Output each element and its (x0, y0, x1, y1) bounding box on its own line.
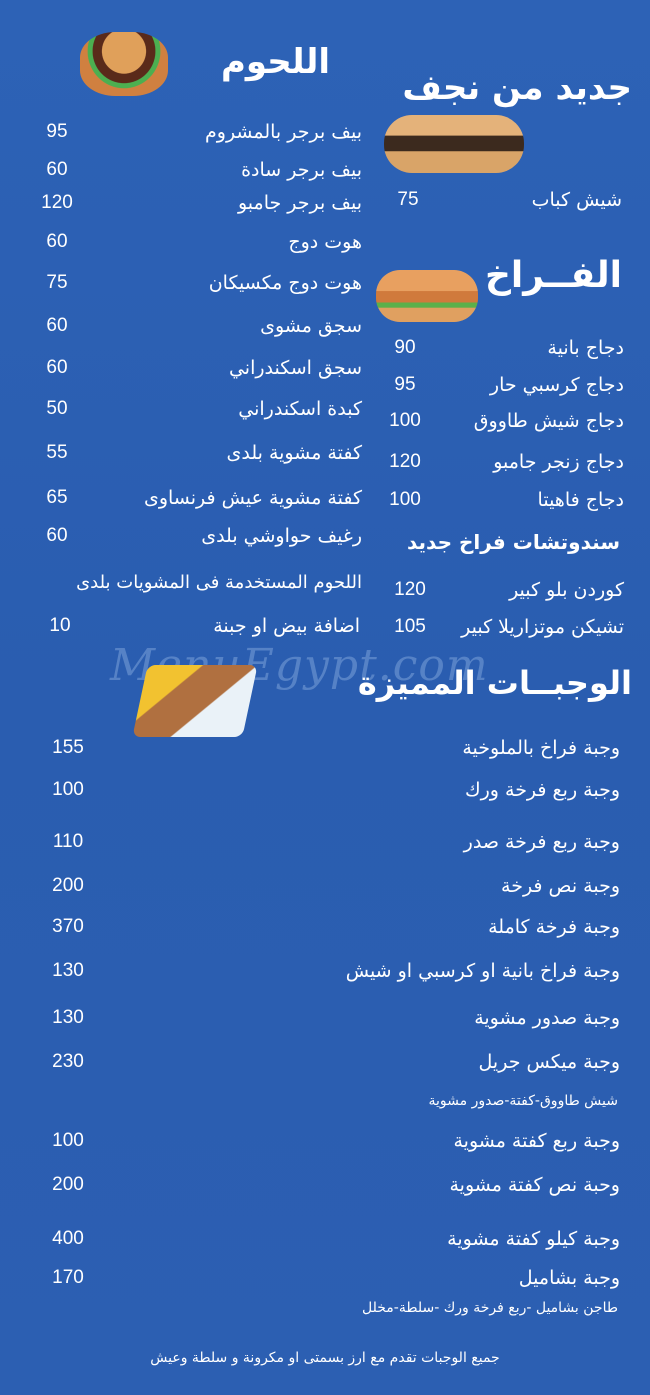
meals-footer-note: جميع الوجبات تقدم مع ارز بسمتى او مكرونة… (150, 1350, 500, 1366)
menu-item-name: بيف برجر بالمشروم (205, 121, 362, 143)
menu-item-price: 95 (394, 374, 416, 395)
menu-item-price: 60 (46, 159, 68, 180)
menu-item-price: 130 (52, 1007, 84, 1028)
meal-description: طاجن بشاميل -ربع فرخة ورك -سلطة-مخلل (362, 1300, 618, 1316)
menu-item-price: 55 (46, 442, 68, 463)
menu-item-price: 400 (52, 1228, 84, 1249)
menu-item-name: دجاج كرسبي حار (489, 374, 624, 396)
menu-item-price: 100 (389, 489, 421, 510)
heading-meats: اللحوم (220, 42, 330, 82)
menu-item-name: وجبة فرخة كاملة (488, 916, 620, 938)
menu-item-name: كبدة اسكندراني (238, 398, 362, 420)
menu-item-name: بيف برجر سادة (241, 159, 362, 181)
burger-image (80, 32, 168, 96)
menu-item-price: 10 (49, 615, 71, 636)
heading-new-from-najaf: جديد من نجف (402, 68, 632, 108)
menu-item-name: دجاج زنجر جامبو (493, 451, 624, 473)
menu-item-name: وجبة بشاميل (518, 1267, 620, 1289)
menu-item-name: كوردن بلو كبير (509, 579, 624, 601)
menu-item-name: وحبة نص كفتة مشوية (449, 1174, 620, 1196)
menu-item-price: 130 (52, 960, 84, 981)
menu-item-price: 100 (389, 410, 421, 431)
menu-item-price: 50 (46, 398, 68, 419)
menu-item-name: تشيكن موتزاريلا كبير (461, 616, 624, 638)
menu-item-price: 200 (52, 875, 84, 896)
menu-item-price: 230 (52, 1051, 84, 1072)
menu-item-name: وجبة نص فرخة (501, 875, 620, 897)
menu-item-name: رغيف حواوشي بلدى (201, 525, 362, 547)
menu-item-name: سجق اسكندراني (228, 357, 362, 379)
menu-item-price: 60 (46, 315, 68, 336)
menu-item-price: 110 (52, 831, 84, 852)
menu-item-price: 120 (394, 579, 426, 600)
menu-item-name: وجبة ربع فرخة ورك (464, 779, 620, 801)
kebab-sandwich-image (384, 115, 524, 173)
menu-item-price: 60 (46, 231, 68, 252)
heading-chicken: الفــراخ (484, 255, 622, 296)
menu-item-name: دجاج بانية (547, 337, 624, 359)
menu-item-name: سجق مشوى (260, 315, 362, 337)
menu-item-name: دجاج فاهيتا (537, 489, 624, 511)
chicken-sandwich-image (376, 270, 478, 322)
heading-new-chicken-sandwiches: سندوتشات فراخ جديد (406, 530, 620, 554)
menu-item-price: 75 (46, 272, 68, 293)
menu-item-price: 370 (52, 916, 84, 937)
menu-item-price: 155 (52, 737, 84, 758)
menu-item-price: 120 (41, 192, 73, 213)
menu-item-price: 60 (46, 357, 68, 378)
menu-item-name: كفتة مشوية عيش فرنساوى (143, 487, 362, 509)
menu-item-name: هوت دوج (288, 231, 362, 253)
menu-item-name: كفتة مشوية بلدى (226, 442, 363, 464)
menu-item-price: 120 (389, 451, 421, 472)
menu-item-price: 95 (46, 121, 68, 142)
menu-item-name: شيش كباب (531, 189, 622, 211)
menu-item-name: وجبة ربع فرخة صدر (463, 831, 620, 853)
menu-item-name: بيف برجر جامبو (237, 192, 362, 214)
menu-item-price: 65 (46, 487, 68, 508)
menu-item-name: وجبة فراخ بانية او كرسبي او شيش (345, 960, 620, 982)
menu-item-price: 170 (52, 1267, 84, 1288)
menu-item-price: 100 (52, 1130, 84, 1151)
menu-item-name: دجاج شيش طاووق (473, 410, 624, 432)
menu-item-price: 75 (397, 189, 419, 210)
menu-item-name: وجبة ميكس جريل (478, 1051, 620, 1073)
menu-item-name: وجبة كيلو كفتة مشوية (447, 1228, 620, 1250)
menu-item-price: 90 (394, 337, 416, 358)
meal-plate-image (132, 665, 258, 737)
meal-description: شيش طاووق-كفتة-صدور مشوية (428, 1093, 618, 1109)
meats-note: اللحوم المستخدمة فى المشويات بلدى (76, 572, 362, 593)
heading-special-meals: الوجبــات المميزة (357, 664, 632, 702)
menu-item-name: هوت دوج مكسيكان (208, 272, 362, 294)
menu-item-name: وجبة صدور مشوية (474, 1007, 620, 1029)
menu-item-name: وجبة ربع كفتة مشوية (453, 1130, 620, 1152)
menu-item-price: 100 (52, 779, 84, 800)
menu-item-price: 105 (394, 616, 426, 637)
menu-item-name: اضافة بيض او جبنة (213, 615, 360, 637)
menu-item-price: 200 (52, 1174, 84, 1195)
menu-item-price: 60 (46, 525, 68, 546)
menu-item-name: وجبة فراخ بالملوخية (462, 737, 620, 759)
